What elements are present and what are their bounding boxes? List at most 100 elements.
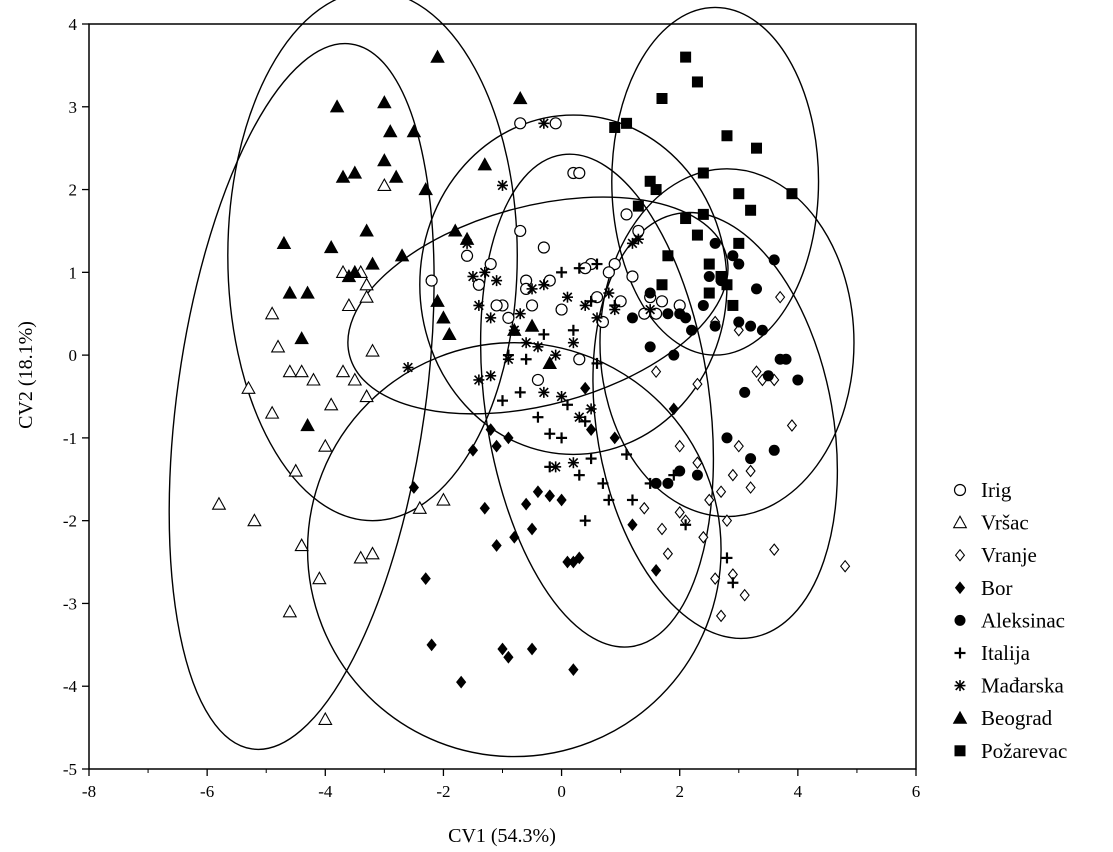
point-vranje <box>650 365 662 379</box>
point-vr-ac <box>318 711 333 725</box>
point-irig <box>608 257 621 271</box>
point-italija <box>573 262 585 274</box>
legend-marker-vr-ac <box>952 515 968 529</box>
point-irig <box>490 299 503 312</box>
point-aleksinac <box>756 324 768 336</box>
point-aleksinac <box>739 386 751 398</box>
point-vr-ac <box>247 513 262 527</box>
point-po-arevac <box>680 213 692 225</box>
legend-label-beograd: Beograd <box>981 706 1053 730</box>
point-vranje <box>662 547 674 561</box>
point-aleksinac <box>626 312 638 324</box>
point-po-arevac <box>745 204 757 216</box>
point-ma-arska <box>514 308 526 320</box>
point-vranje <box>692 456 703 470</box>
point-ma-arska <box>467 270 479 282</box>
y-tick-label: 3 <box>69 98 78 117</box>
point-italija <box>579 515 591 527</box>
point-ma-arska <box>473 374 485 386</box>
point-beograd <box>383 124 398 138</box>
point-aleksinac <box>709 320 721 332</box>
point-irig <box>555 303 568 316</box>
point-ma-arska <box>550 461 562 473</box>
ellipse-požarevac <box>611 6 820 356</box>
y-tick-label: -5 <box>63 760 77 779</box>
point-bor <box>574 551 585 565</box>
point-aleksinac <box>792 374 804 386</box>
point-po-arevac <box>751 142 763 154</box>
point-po-arevac <box>656 279 668 291</box>
y-tick-label: -2 <box>63 512 77 531</box>
point-po-arevac <box>621 117 633 129</box>
y-axis-title: CV2 (18.1%) <box>15 321 37 429</box>
x-tick-label: -4 <box>318 782 333 801</box>
point-ma-arska <box>626 237 638 249</box>
point-irig <box>525 299 539 312</box>
point-vranje <box>656 522 668 536</box>
point-beograd <box>365 256 380 270</box>
legend-label-italija: Italija <box>981 641 1031 665</box>
point-bor <box>609 431 620 445</box>
point-vr-ac <box>211 496 227 510</box>
point-italija <box>680 519 692 531</box>
point-vranje <box>674 506 685 519</box>
point-irig <box>514 117 527 130</box>
point-beograd <box>436 310 451 324</box>
point-ma-arska <box>609 304 621 316</box>
point-po-arevac <box>786 188 798 200</box>
point-vranje <box>674 439 685 453</box>
point-aleksinac <box>751 283 763 295</box>
point-bor <box>497 642 508 656</box>
point-ma-arska <box>502 353 514 365</box>
point-italija <box>532 411 544 423</box>
data-points <box>211 49 851 725</box>
point-vr-ac <box>270 339 286 353</box>
point-aleksinac <box>721 432 733 444</box>
point-irig <box>531 373 545 387</box>
legend-label-po-arevac: Požarevac <box>981 739 1067 763</box>
point-beograd <box>394 248 410 262</box>
legend-marker-beograd <box>952 710 968 724</box>
point-beograd <box>377 95 392 109</box>
point-po-arevac <box>680 51 692 63</box>
point-vranje <box>745 464 756 478</box>
legend-label-ma-arska: Mađarska <box>981 674 1064 698</box>
point-bor <box>526 522 538 536</box>
point-vranje <box>739 588 750 602</box>
point-ma-arska <box>538 279 550 291</box>
point-irig <box>626 270 639 283</box>
point-po-arevac <box>703 258 715 270</box>
point-vr-ac <box>412 500 428 514</box>
y-tick-label: 2 <box>69 181 78 200</box>
point-vranje <box>692 377 703 391</box>
point-bor <box>467 443 479 457</box>
point-aleksinac <box>768 444 780 456</box>
confidence-ellipses <box>168 0 855 758</box>
point-bor <box>526 642 538 656</box>
point-italija <box>561 399 573 411</box>
point-bor <box>650 563 662 577</box>
point-vranje <box>727 468 738 482</box>
point-aleksinac <box>644 341 656 353</box>
point-ma-arska <box>538 117 550 129</box>
x-tick-label: -8 <box>82 782 96 801</box>
point-ma-arska <box>579 299 591 311</box>
point-vranje <box>710 572 721 585</box>
point-aleksinac <box>674 465 686 477</box>
point-po-arevac <box>609 121 621 133</box>
point-ma-arska <box>485 312 497 324</box>
point-vr-ac <box>377 177 392 192</box>
legend-marker-italija <box>954 647 966 659</box>
point-italija <box>721 552 733 564</box>
point-aleksinac <box>697 299 709 311</box>
point-italija <box>556 266 568 278</box>
point-beograd <box>300 285 315 299</box>
point-ma-arska <box>479 266 491 278</box>
point-bor <box>556 493 567 507</box>
point-vranje <box>733 323 744 337</box>
point-italija <box>591 357 603 369</box>
point-ma-arska <box>556 391 568 402</box>
point-italija <box>603 494 615 506</box>
ellipse-italija <box>479 153 715 648</box>
